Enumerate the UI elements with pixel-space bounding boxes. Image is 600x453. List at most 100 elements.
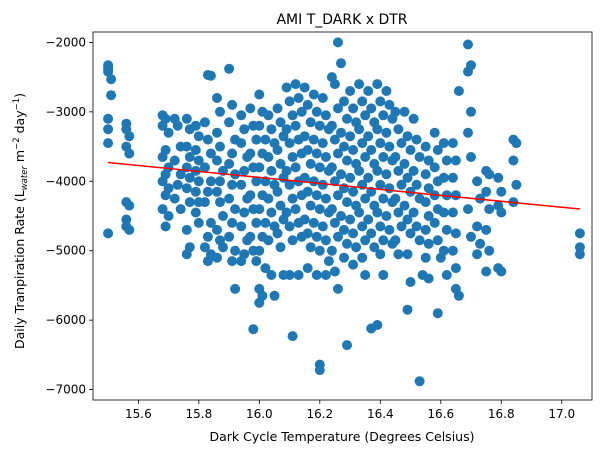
data-point [423,273,434,284]
data-point [181,224,192,235]
data-point [224,63,235,74]
data-point [375,96,386,107]
data-point [227,256,238,267]
data-point [333,148,343,159]
data-point [260,217,271,228]
data-point [281,165,292,176]
data-point [411,179,422,190]
data-point [399,106,410,117]
data-point [447,245,458,256]
data-point [284,96,295,107]
data-point [432,308,443,319]
data-point [215,197,225,208]
x-tick-label: 16.6 [427,407,454,421]
data-point [360,152,371,162]
data-point [511,138,522,149]
data-point [272,103,283,114]
data-point [381,211,392,221]
data-point [348,145,359,155]
data-point [574,228,585,239]
data-point [372,207,383,218]
x-tick-label: 16.0 [246,407,273,421]
data-point [329,176,340,187]
data-point [305,158,316,169]
data-point [169,193,180,204]
data-point [360,235,371,246]
data-point [254,89,265,100]
x-axis-ticks: 15.6 15.8 16.0 16.2 16.4 16.6 16.8 17.0 [125,400,575,421]
data-point [396,221,407,232]
data-point [463,39,473,50]
data-point [106,90,117,101]
data-point [354,165,365,176]
data-point [493,172,504,183]
data-point [160,221,171,232]
data-point [381,169,392,180]
data-point [320,193,331,204]
data-point [472,221,483,232]
data-point [336,211,346,221]
data-point [405,228,416,239]
data-point [239,124,250,135]
data-point [432,235,443,246]
data-point [360,193,371,204]
data-point [396,179,407,190]
data-point [402,214,413,225]
data-point [281,207,292,218]
data-point [511,179,522,190]
data-point [275,242,286,253]
data-point [336,127,346,138]
data-point [574,249,585,260]
data-point [239,207,250,218]
data-point [317,221,328,232]
data-point [329,266,340,277]
data-point [411,221,422,232]
data-point [239,165,250,176]
data-point [393,165,404,176]
data-point [408,113,419,124]
data-point [472,176,483,187]
data-point [360,110,371,121]
data-point [254,162,265,173]
data-point [348,228,359,239]
data-point [372,79,383,90]
data-point [363,214,374,225]
data-point [402,249,413,260]
data-point [254,297,265,308]
data-point [447,138,458,149]
data-point [199,117,210,128]
data-point [333,190,343,201]
data-point [384,99,395,110]
data-point [463,204,473,215]
data-point [333,103,343,114]
data-point [463,66,473,77]
data-point [441,270,452,280]
data-point [366,103,377,114]
data-point [393,207,404,218]
data-point [441,155,452,166]
data-point [272,228,283,239]
data-point [227,99,238,110]
data-point [463,127,473,138]
data-point [393,124,404,135]
data-point [299,214,310,225]
data-point [375,221,386,232]
data-point [212,155,222,166]
data-point [390,152,401,162]
data-point [193,131,204,142]
data-point [302,186,313,197]
data-point [311,106,322,117]
data-point [236,221,247,232]
data-point [230,204,241,215]
data-point [230,283,241,294]
data-point [305,117,316,128]
data-point [339,141,349,152]
data-point [375,249,386,260]
data-point [215,141,225,152]
data-point [336,58,346,69]
data-point [251,256,262,267]
data-point [438,207,449,218]
data-point [481,266,492,277]
data-point [484,245,495,256]
data-point [266,124,277,135]
